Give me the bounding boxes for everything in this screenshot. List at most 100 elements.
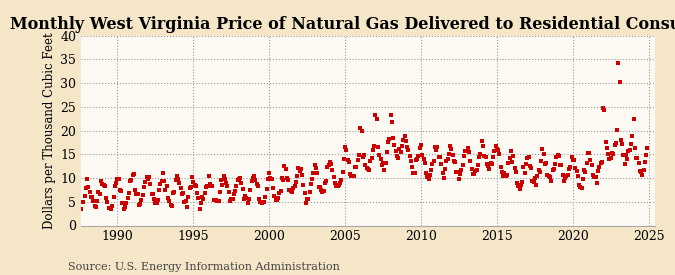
Point — [101, 196, 111, 200]
Point — [79, 193, 90, 198]
Point — [177, 192, 188, 197]
Point — [565, 165, 576, 170]
Point — [105, 205, 115, 210]
Point — [275, 189, 286, 193]
Point — [427, 162, 438, 167]
Point — [95, 191, 105, 196]
Point — [358, 152, 369, 157]
Point — [97, 182, 107, 187]
Point — [174, 181, 185, 185]
Point — [536, 159, 547, 163]
Point — [255, 200, 266, 204]
Point — [554, 154, 564, 158]
Point — [157, 171, 168, 175]
Point — [520, 162, 531, 166]
Point — [507, 160, 518, 164]
Point — [489, 149, 500, 153]
Point — [155, 182, 166, 186]
Point — [458, 163, 468, 167]
Point — [112, 177, 123, 182]
Point — [493, 148, 504, 152]
Point — [413, 153, 424, 158]
Point — [89, 204, 100, 208]
Point — [458, 153, 469, 158]
Point — [106, 207, 117, 211]
Point — [213, 199, 224, 203]
Point — [310, 165, 321, 170]
Point — [150, 201, 161, 205]
Point — [623, 149, 634, 153]
Point — [130, 188, 140, 192]
Point — [456, 168, 467, 172]
Point — [287, 189, 298, 194]
Point — [76, 207, 86, 211]
Point — [641, 153, 651, 158]
Point — [637, 173, 648, 177]
Point — [454, 177, 464, 181]
Point — [207, 184, 218, 189]
Point — [418, 157, 429, 161]
Point — [443, 152, 454, 156]
Point — [151, 201, 162, 205]
Point — [568, 158, 579, 163]
Point — [598, 105, 609, 110]
Point — [535, 169, 545, 174]
Point — [470, 169, 481, 173]
Point — [487, 162, 497, 167]
Point — [352, 158, 363, 162]
Point — [289, 183, 300, 188]
Point — [303, 197, 314, 201]
Point — [460, 149, 470, 153]
Point — [296, 166, 306, 171]
Point — [148, 197, 159, 202]
Point — [74, 207, 85, 211]
Point — [269, 193, 279, 198]
Point — [442, 157, 453, 161]
Point — [281, 175, 292, 180]
Point — [312, 170, 323, 175]
Point — [226, 197, 237, 201]
Point — [240, 194, 250, 198]
Point — [80, 186, 91, 190]
Point — [206, 184, 217, 189]
Point — [132, 192, 143, 196]
Point — [408, 171, 418, 176]
Point — [225, 199, 236, 203]
Point — [326, 162, 337, 167]
Point — [351, 165, 362, 170]
Point — [135, 202, 146, 206]
Point — [196, 201, 207, 205]
Point — [480, 155, 491, 159]
Point — [633, 160, 644, 165]
Point — [595, 161, 606, 165]
Point — [165, 202, 176, 207]
Point — [464, 150, 475, 154]
Point — [387, 136, 398, 140]
Point — [323, 163, 334, 167]
Point — [183, 195, 194, 200]
Point — [600, 140, 611, 144]
Point — [539, 162, 550, 166]
Point — [416, 143, 427, 147]
Point — [455, 172, 466, 176]
Point — [616, 138, 626, 142]
Point — [335, 180, 346, 185]
Point — [179, 200, 190, 204]
Point — [290, 180, 301, 184]
Point — [189, 183, 200, 187]
Point — [102, 200, 113, 204]
Point — [309, 163, 320, 167]
Point — [580, 170, 591, 174]
Point — [256, 201, 267, 205]
Point — [164, 199, 175, 204]
Point — [322, 165, 333, 169]
Point — [421, 171, 431, 175]
Point — [154, 188, 165, 192]
Point — [109, 184, 120, 189]
Point — [475, 151, 486, 156]
Point — [538, 152, 549, 156]
Point — [609, 143, 620, 148]
Point — [531, 183, 541, 187]
Point — [389, 143, 400, 147]
Point — [407, 165, 418, 170]
